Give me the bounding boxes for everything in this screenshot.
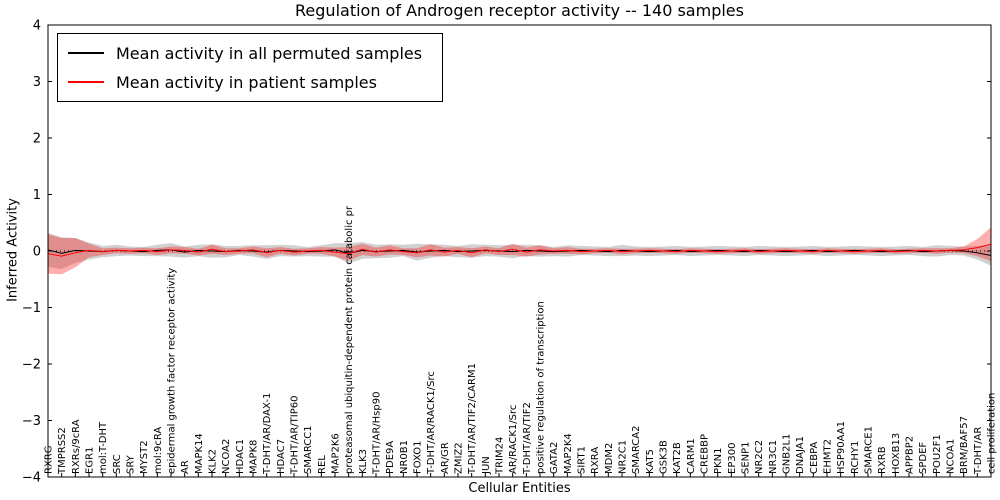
legend-line-patient-swatch [68,81,104,83]
x-tick-label: NR2C1 [618,440,629,474]
y-tick-label: 4 [33,19,41,34]
x-tick-label: RXRB [877,446,888,474]
x-tick-label: PKN1 [713,448,724,474]
x-tick-label: AR [180,460,191,474]
x-tick-label: HSP90AA1 [836,421,847,474]
y-tick-label: 0 [33,245,41,260]
x-tick-label: T-DHT/AR/TIF2 [522,402,533,475]
x-tick-label: MYST2 [139,440,150,474]
x-tick-label: T-DHT/AR/DAX-1 [262,393,273,475]
x-tick-label: FOXO1 [413,441,424,474]
x-tick-label: SMARCE1 [864,426,875,474]
y-tick-label: 2 [33,132,41,147]
x-tick-label: T-DHT/AR/RACK1/Src [426,371,437,475]
x-tick-label: AR/RACK1/Src [508,405,519,474]
x-tick-label: EGR1 [85,447,96,474]
x-axis-label: Cellular Entities [468,481,571,496]
y-tick-label: −4 [22,471,41,486]
x-tick-label: RCHY1 [850,441,861,474]
x-tick-label: RXRs/9cRA [71,419,82,474]
x-tick-label: SENP1 [741,441,752,474]
x-tick-label: epidermal growth factor receptor activit… [167,268,178,474]
x-tick-label: T-DHT/AR [973,427,984,475]
x-tick-label: SPDEF [918,442,929,474]
x-tick-label: MAP2K6 [331,433,342,474]
x-tick-label: KAT5 [645,449,656,474]
x-tick-label: mol:T-DHT [98,421,109,474]
x-tick-label: TMPRSS2 [57,427,68,475]
y-tick-label: −2 [22,358,41,373]
x-tick-label: GNB2L1 [782,434,793,474]
x-tick-label: PDE9A [385,441,396,474]
x-tick-label: NR3C1 [768,440,779,474]
x-tick-label: SMARCC1 [303,425,314,474]
x-tick-label: EHMT2 [823,439,834,474]
y-tick-label: −1 [22,301,41,316]
legend: Mean activity in all permuted samples Me… [57,33,444,102]
y-tick-label: 3 [33,75,41,90]
legend-line-permuted-swatch [68,52,104,54]
x-tick-label: SRC [112,454,123,474]
x-tick-label: GSK3B [659,440,670,474]
x-tick-label: KAT2B [672,442,683,474]
x-tick-label: cell proliferation [987,393,998,474]
legend-label-permuted: Mean activity in all permuted samples [116,43,423,63]
x-tick-label: KLK3 [358,449,369,474]
x-tick-label: JUN [481,456,492,475]
legend-item-patient: Mean activity in patient samples [68,70,422,94]
x-tick-label: SRY [126,454,137,474]
x-tick-label: BRM/BAF57 [959,416,970,474]
legend-item-permuted: Mean activity in all permuted samples [68,41,422,65]
x-tick-label: AR/GR [440,442,451,474]
x-tick-label: NR2C2 [754,440,765,474]
x-tick-label: proteasomal ubiquitin-dependent protein … [344,205,355,474]
x-tick-label: MDM2 [604,443,615,474]
x-tick-label: REL [317,455,328,474]
x-tick-label: GATA2 [549,442,560,474]
x-tick-label: RXRG [44,446,55,475]
x-tick-label: positive regulation of transcription [536,301,547,474]
x-tick-label: NR0B1 [399,440,410,474]
x-tick-label: TRIM24 [495,437,506,475]
x-tick-label: HDAC7 [276,439,287,474]
x-tick-label: EP300 [727,443,738,474]
x-tick-label: HDAC1 [235,439,246,474]
x-tick-label: T-DHT/AR/TIP60 [290,396,301,475]
x-tick-label: T-DHT/AR/TIF2/CARM1 [467,363,478,475]
x-tick-label: CARM1 [686,438,697,474]
x-tick-label: NCOA2 [221,439,232,474]
x-tick-label: SIRT1 [577,446,588,474]
x-tick-label: APPBP2 [905,436,916,474]
x-tick-label: CEBPA [809,441,820,474]
x-tick-label: POU2F1 [932,434,943,474]
x-tick-label: T-DHT/AR/Hsp90 [372,392,383,475]
x-tick-label: MAP2K4 [563,433,574,474]
x-tick-label: HOXB13 [891,433,902,474]
chart-title: Regulation of Androgen receptor activity… [295,1,744,20]
x-tick-label: KLK2 [208,449,219,474]
y-tick-label: −3 [22,414,41,429]
x-tick-label: DNAJA1 [795,436,806,474]
x-tick-label: NCOA1 [946,439,957,474]
y-tick-label: 1 [33,188,41,203]
x-tick-label: RXRA [590,447,601,474]
series-line-1 [47,243,992,257]
x-tick-label: MAPK8 [249,440,260,474]
x-tick-label: mol:9cRA [153,427,164,474]
legend-label-patient: Mean activity in patient samples [116,72,377,92]
x-tick-label: SMARCA2 [631,426,642,474]
x-tick-label: ZMIZ2 [454,442,465,474]
x-tick-label: CREBBP [700,434,711,474]
x-tick-label: MAPK14 [194,433,205,474]
